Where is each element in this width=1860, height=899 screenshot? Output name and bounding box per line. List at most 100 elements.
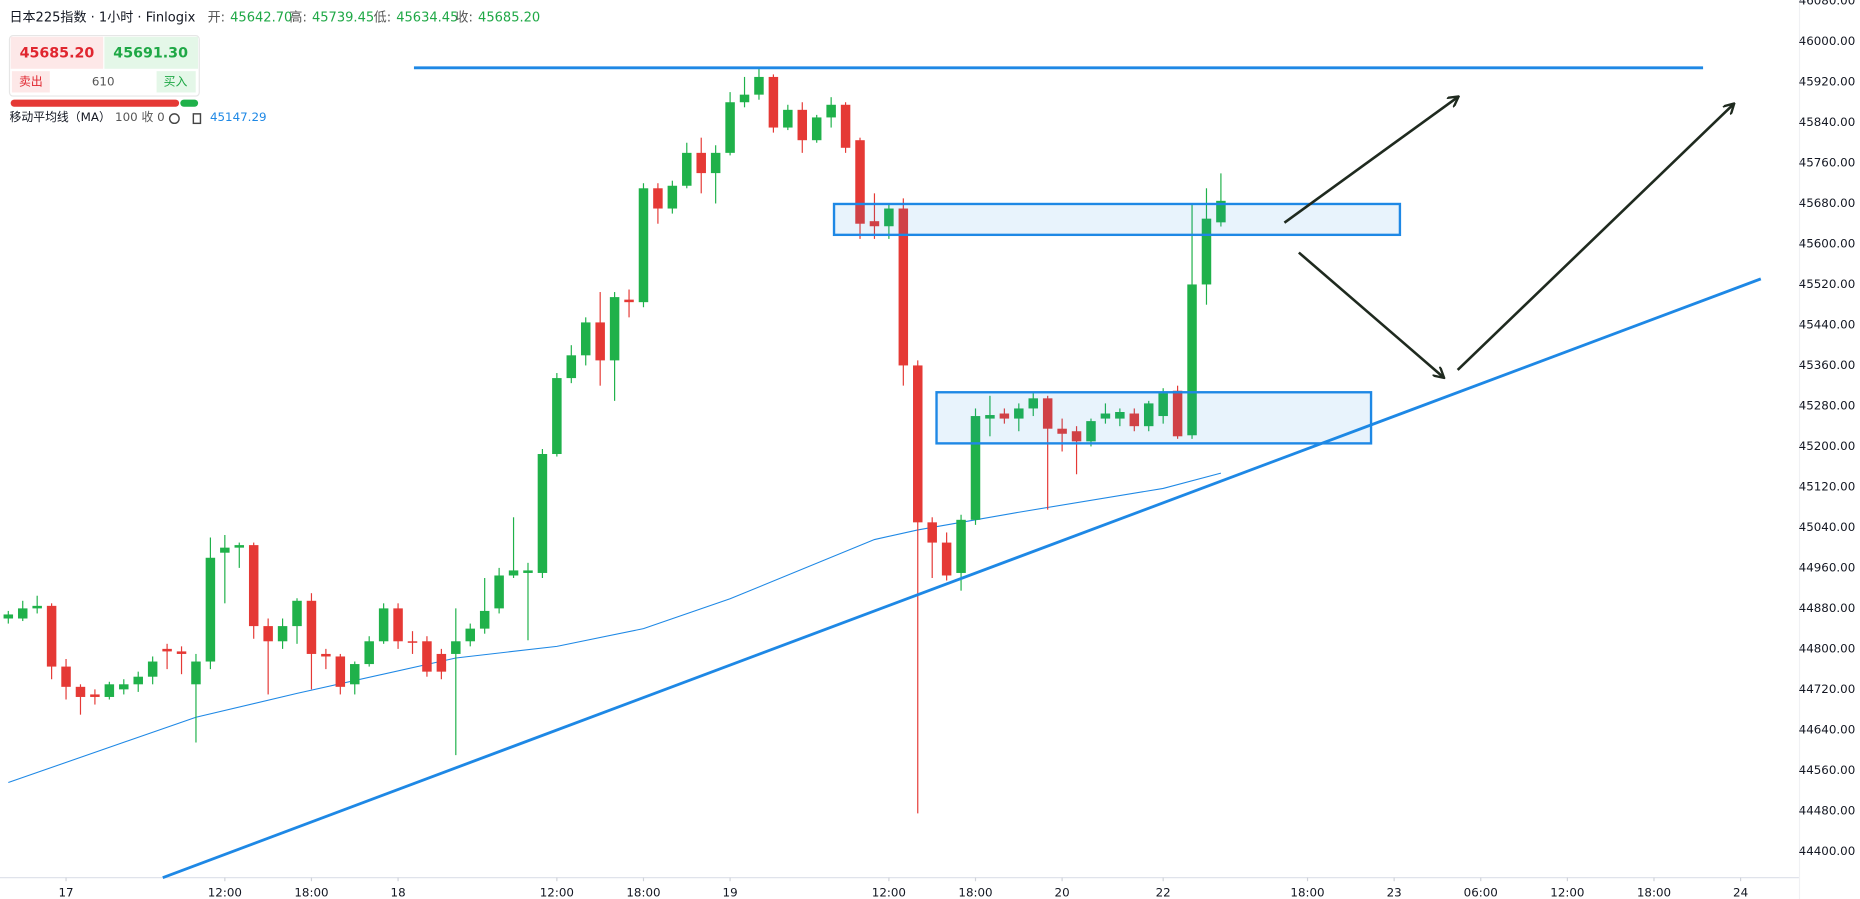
buy-price[interactable]: 45691.30 [113,45,188,61]
x-tick-label: 12:00 [540,886,574,899]
candle-body [1129,413,1140,427]
x-tick-label: 18:00 [294,886,328,899]
y-tick-label: 44800.00 [1799,641,1856,655]
candle-body [840,104,851,148]
candle-body [350,664,360,685]
x-tick-label: 18:00 [1290,886,1324,899]
buy-button[interactable] [156,71,196,93]
candle-body [739,94,750,103]
candle-body [479,610,490,629]
candle-body [61,666,71,687]
y-tick-label: 45440.00 [1799,317,1856,331]
y-tick-label: 45120.00 [1799,479,1856,493]
candle-body [17,608,28,619]
arrow [1456,104,1734,371]
sell-ratio-bar [10,99,180,107]
candle-body [147,661,158,677]
candle-body [277,626,288,642]
trend-line [162,277,1762,879]
candle-body [884,208,894,227]
x-tick-label: 17 [58,886,73,899]
buy-ratio-bar [180,99,199,107]
candle-body [1028,398,1038,409]
spread: 610 [92,74,115,88]
delete-icon[interactable] [192,113,202,125]
candle-body [956,519,966,573]
candle-body [783,109,793,128]
candle-body [985,415,995,419]
y-tick-label: 46080.00 [1799,0,1856,8]
y-tick-label: 44640.00 [1799,722,1856,736]
candle-body [1071,431,1082,442]
low-label: 低: [374,10,391,25]
buy-label[interactable]: 买入 [164,74,188,88]
sell-label[interactable]: 卖出 [19,74,43,88]
y-tick-label: 45360.00 [1799,358,1856,372]
zone-box [832,202,1402,237]
candle-body [1216,200,1226,223]
y-tick-label: 44960.00 [1799,560,1856,574]
candle-body [797,109,808,141]
open-value: 45642.70 [230,10,292,25]
candle-body [119,684,129,690]
candle-body [465,628,475,642]
candle-body [811,117,822,141]
y-tick-label: 45760.00 [1799,155,1856,169]
candle-body [999,413,1010,419]
candle-body [653,188,663,209]
candle-body [422,641,432,672]
candle-body [162,648,172,652]
candle-body [306,600,317,654]
candle-body [682,152,692,186]
x-tick-label: 22 [1156,886,1171,899]
x-tick-label: 12:00 [872,886,906,899]
sell-price[interactable]: 45685.20 [20,45,95,61]
y-tick-label: 45040.00 [1799,520,1856,534]
candle-body [667,185,678,209]
candle-body [176,651,187,654]
x-tick-label: 12:00 [1550,886,1584,899]
candle-body [523,570,533,573]
buy-box[interactable] [104,36,199,69]
sell-box[interactable] [10,36,104,69]
candle-body [941,542,952,576]
candle-body [104,684,115,697]
x-tick-label: 18:00 [1637,886,1671,899]
close-value: 45685.20 [478,10,540,25]
y-tick-label: 44880.00 [1799,601,1856,615]
candle-body [869,221,880,227]
x-tick-label: 18:00 [958,886,992,899]
settings-icon[interactable] [168,113,180,125]
candle-body [205,557,216,662]
high-value: 45739.45 [312,10,374,25]
candle-body [1187,284,1197,436]
candle-body [508,570,519,576]
candle-body [378,608,389,642]
candle-body [1100,413,1111,419]
candle-body [393,608,403,642]
candle-body [1086,421,1096,442]
x-tick-label: 24 [1733,886,1748,899]
candle-body [263,626,273,642]
candle-body [552,378,562,455]
y-tick-label: 46000.00 [1799,34,1856,48]
candle-body [1158,393,1168,417]
trade-panel: 45685.20 45691.30 卖出 610 买入 [8,34,200,107]
candle-body [1014,408,1024,419]
indicator-legend: 移动平均线（MA） 100 收 0 45147.29 [9,110,267,125]
candle-body [595,322,605,361]
sell-button[interactable] [11,71,50,93]
moving-average [8,472,1222,784]
candle-body [220,547,230,553]
y-tick-label: 45280.00 [1799,398,1856,412]
candle-body [1172,390,1183,437]
arrow [1283,97,1457,224]
x-tick-label: 18:00 [626,886,660,899]
open-label: 开: [208,10,225,25]
zone-box [935,391,1373,445]
y-tick-label: 44720.00 [1799,682,1856,696]
candle-body [537,454,548,573]
y-tick-label: 45520.00 [1799,277,1856,291]
